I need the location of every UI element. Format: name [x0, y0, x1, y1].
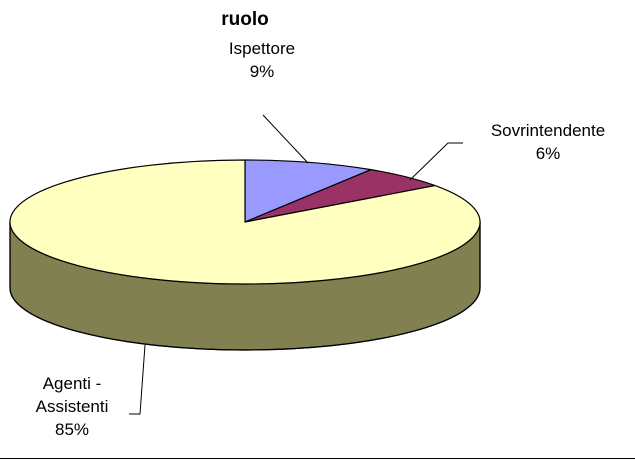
chart-title: ruolo [221, 9, 269, 30]
leader-line-3 [129, 344, 146, 415]
slice-label-3: Agenti -Assistenti 85% [36, 374, 109, 439]
pie-slice-1 [244, 159, 372, 223]
pie-slice-3 [9, 159, 481, 285]
slice-label-2: Sovrintendente 6% [491, 121, 605, 163]
leader-lines [129, 114, 463, 415]
pie-rim-outline [9, 222, 481, 351]
leader-line-1 [262, 114, 309, 164]
pie-slices [9, 159, 481, 285]
slice-labels: Ispettore 9% Sovrintendente 6% Agenti -Assis… [36, 39, 606, 439]
slice-label-1: Ispettore 9% [229, 39, 295, 81]
leader-line-2 [409, 142, 463, 181]
